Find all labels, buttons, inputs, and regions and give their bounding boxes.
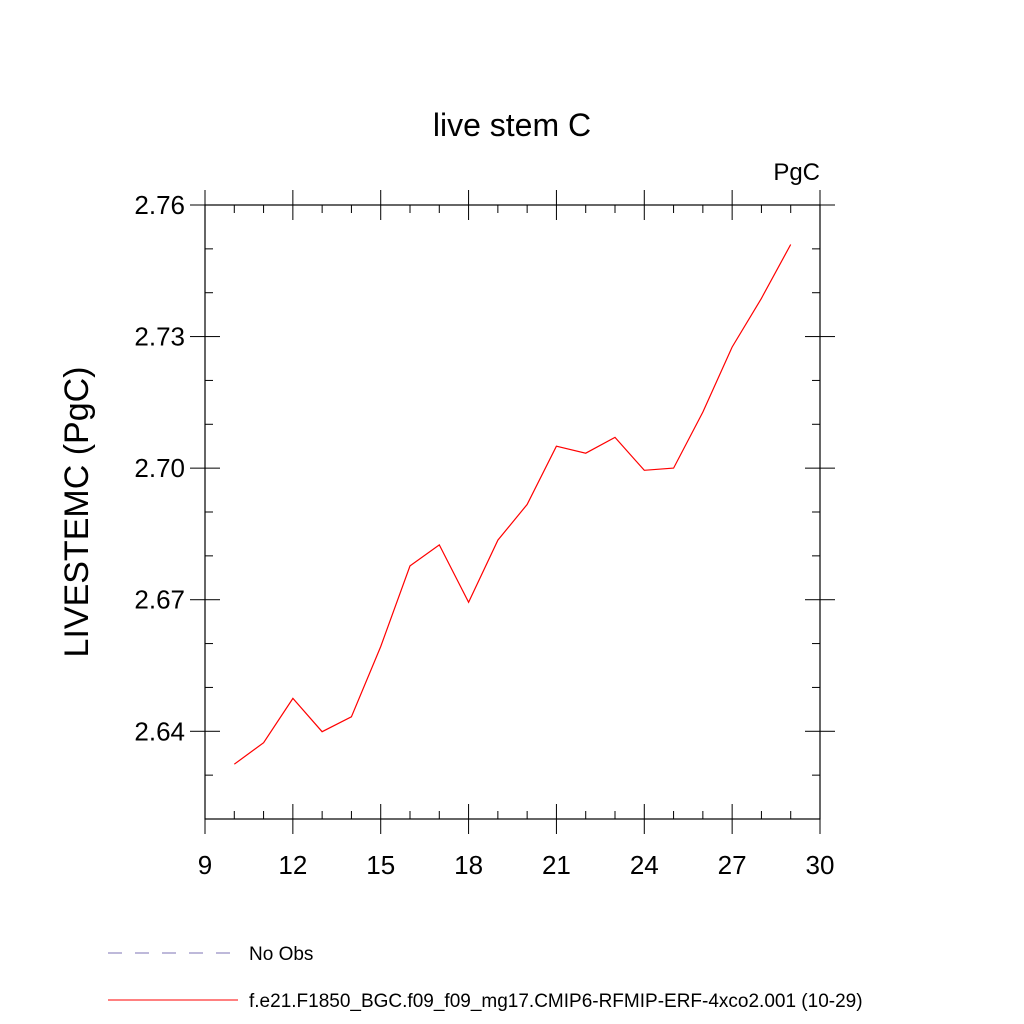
- x-tick-label: 15: [366, 850, 395, 880]
- x-tick-label: 24: [630, 850, 659, 880]
- plot-frame: [204, 204, 821, 820]
- x-tick-label: 9: [198, 850, 212, 880]
- chart-title: live stem C: [433, 107, 591, 143]
- series-line: [233, 244, 792, 765]
- y-tick-label: 2.73: [134, 322, 185, 352]
- series-layer: [233, 244, 792, 765]
- x-tick-label: 18: [454, 850, 483, 880]
- x-tick-label: 27: [718, 850, 747, 880]
- y-tick-label: 2.76: [134, 190, 185, 220]
- y-tick-label: 2.67: [134, 585, 185, 615]
- legend-label-no-obs: No Obs: [249, 944, 313, 965]
- y-tick-label: 2.64: [134, 716, 185, 746]
- x-ticks: 9 12 15 18 21 24 27 30: [198, 190, 835, 880]
- units-label: PgC: [773, 159, 820, 186]
- x-tick-label: 21: [542, 850, 571, 880]
- legend: No Obs f.e21.F1850_BGC.f09_f09_mg17.CMIP…: [108, 944, 863, 1012]
- y-axis-label: LIVESTEMC (PgC): [58, 367, 96, 658]
- legend-label-series: f.e21.F1850_BGC.f09_f09_mg17.CMIP6-RFMIP…: [249, 991, 863, 1012]
- y-ticks: 2.64 2.67 2.70 2.73 2.76: [134, 190, 835, 820]
- x-tick-label: 12: [278, 850, 307, 880]
- y-tick-label: 2.70: [134, 453, 185, 483]
- x-tick-label: 30: [806, 850, 835, 880]
